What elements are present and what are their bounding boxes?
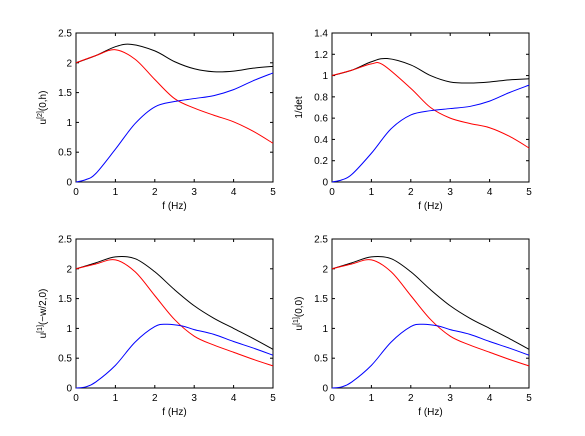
y-tick-label: 0 xyxy=(66,178,72,189)
x-tick-label: 2 xyxy=(152,393,158,404)
y-tick-label: 1 xyxy=(66,118,72,129)
x-tick-label: 0 xyxy=(73,393,79,404)
x-tick-label: 3 xyxy=(191,187,197,198)
x-tick-label: 3 xyxy=(447,187,453,198)
subplot-3-series-1-line xyxy=(75,255,274,350)
y-axis-title-argument: (−w/2,0) xyxy=(38,289,49,325)
x-tick-label: 5 xyxy=(526,393,532,404)
x-tick-label: 0 xyxy=(329,187,335,198)
x-axis-title: f (Hz) xyxy=(418,407,442,418)
y-tick-label: 0.5 xyxy=(58,354,72,365)
y-axis-title-superscript: [1] xyxy=(37,325,44,333)
x-axis-title: f (Hz) xyxy=(162,407,186,418)
y-axis-title-argument: (0,h) xyxy=(38,91,49,112)
x-tick-label: 1 xyxy=(113,187,119,198)
y-tick-label: 2 xyxy=(66,264,72,275)
x-tick-label: 4 xyxy=(231,187,237,198)
x-tick-label: 1 xyxy=(369,187,375,198)
y-tick-label: 0.8 xyxy=(314,92,328,103)
y-tick-label: 1.4 xyxy=(314,29,328,40)
x-tick-label: 2 xyxy=(152,187,158,198)
x-tick-label: 3 xyxy=(191,393,197,404)
subplot-4-series-3-line xyxy=(331,323,530,389)
y-tick-label: 1 xyxy=(322,71,328,82)
y-tick-label: 1.2 xyxy=(314,50,328,61)
y-tick-label: 2 xyxy=(322,264,328,275)
subplot-2: 0 1 2 3 4 5 0 0.2 0.4 0.6 0.8 1 1.2 1.4 f (Hz) 1/det xyxy=(294,29,532,213)
y-tick-label: 0.6 xyxy=(314,114,328,125)
y-tick-label: 1 xyxy=(322,324,328,335)
x-axis-title: f (Hz) xyxy=(418,201,442,212)
y-tick-label: 1.5 xyxy=(58,294,72,305)
y-tick-label: 1.5 xyxy=(58,88,72,99)
y-tick-label: 0.2 xyxy=(314,156,328,167)
y-tick-label: 0.5 xyxy=(314,354,328,365)
y-tick-label: 0.4 xyxy=(314,135,328,146)
y-axis-title-main: u xyxy=(38,333,49,339)
y-axis-title: 1/det xyxy=(294,96,305,118)
subplot-3-series-2-line xyxy=(75,259,274,367)
subplot-4-series-1-line xyxy=(331,255,530,350)
subplot-3-axes xyxy=(75,238,274,389)
y-axis-title: u[1](−w/2,0) xyxy=(37,289,49,339)
subplot-2-series-3-line xyxy=(331,84,530,183)
subplot-2-series-2-line xyxy=(331,62,530,149)
x-tick-label: 3 xyxy=(447,393,453,404)
subplot-4: 0 1 2 3 4 5 0 0.5 1 1.5 2 2.5 f (Hz) u[1](0,0) xyxy=(293,235,532,419)
y-axis-title-main: 1/det xyxy=(294,96,305,118)
y-tick-label: 0 xyxy=(322,384,328,395)
y-tick-label: 0 xyxy=(66,384,72,395)
y-axis-title: u[2](0,h) xyxy=(37,91,49,125)
x-tick-label: 5 xyxy=(270,187,276,198)
subplot-2-series-1-line xyxy=(331,57,530,84)
y-axis-title-main: u xyxy=(294,325,305,331)
y-tick-label: 2 xyxy=(66,58,72,69)
subplot-1: 0 1 2 3 4 5 0 0.5 1 1.5 2 2.5 f (Hz) u[2](0,h) xyxy=(37,29,276,213)
subplot-3-series-3-line xyxy=(75,323,274,389)
y-axis-title-main: u xyxy=(38,119,49,125)
y-axis-title-argument: (0,0) xyxy=(294,297,305,318)
y-tick-label: 1.5 xyxy=(314,294,328,305)
y-tick-label: 0 xyxy=(322,178,328,189)
x-tick-label: 5 xyxy=(270,393,276,404)
y-tick-label: 2.5 xyxy=(314,235,328,246)
x-tick-label: 2 xyxy=(408,187,414,198)
x-tick-label: 0 xyxy=(73,187,79,198)
subplot-4-series-2-line xyxy=(331,259,530,367)
subplot-4-axes xyxy=(331,238,530,389)
x-tick-label: 1 xyxy=(113,393,119,404)
x-axis-title: f (Hz) xyxy=(162,201,186,212)
x-tick-label: 4 xyxy=(487,393,493,404)
y-tick-label: 2.5 xyxy=(58,235,72,246)
subplot-1-series-2-line xyxy=(75,49,274,144)
y-tick-label: 1 xyxy=(66,324,72,335)
y-tick-label: 2.5 xyxy=(58,29,72,40)
y-axis-title-superscript: [1] xyxy=(293,317,300,325)
y-axis-title: u[1](0,0) xyxy=(293,297,305,331)
subplot-1-series-1-line xyxy=(75,43,274,73)
x-tick-label: 4 xyxy=(487,187,493,198)
x-tick-label: 1 xyxy=(369,393,375,404)
x-tick-label: 2 xyxy=(408,393,414,404)
subplot-1-series-3-line xyxy=(75,72,274,183)
y-tick-label: 0.5 xyxy=(58,148,72,159)
subplot-1-axes xyxy=(75,32,274,183)
subplot-3: 0 1 2 3 4 5 0 0.5 1 1.5 2 2.5 f (Hz) u[1](−w/2,0) xyxy=(37,235,276,419)
x-tick-label: 0 xyxy=(329,393,335,404)
x-tick-label: 4 xyxy=(231,393,237,404)
x-tick-label: 5 xyxy=(526,187,532,198)
y-axis-title-superscript: [2] xyxy=(37,111,44,119)
